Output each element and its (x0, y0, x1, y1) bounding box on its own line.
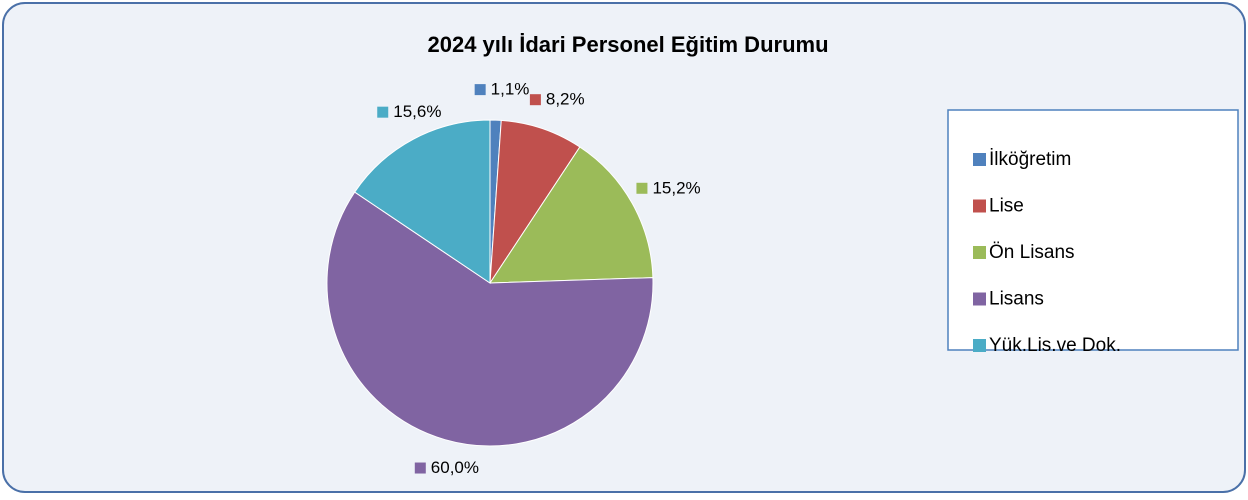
legend-label: Lise (989, 196, 1024, 217)
label-key (474, 84, 486, 96)
data-label: 15,2% (652, 178, 700, 197)
legend-key (973, 199, 986, 213)
data-label: 1,1% (491, 80, 530, 99)
label-key (377, 106, 389, 118)
legend-key (973, 292, 986, 306)
legend-label: İlköğretim (989, 149, 1071, 170)
legend-key (973, 246, 986, 259)
label-key (414, 462, 426, 474)
data-label: 60,0% (431, 458, 479, 477)
legend-label: Lisans (989, 289, 1044, 310)
chart-title: 2024 yılı İdari Personel Eğitim Durumu (427, 32, 828, 57)
data-label: 15,6% (393, 102, 441, 121)
label-key (636, 182, 648, 194)
legend-key (973, 339, 986, 352)
legend-label: Yük.Lis.ve Dok. (989, 335, 1121, 356)
legend-label: Ön Lisans (989, 242, 1075, 263)
pie-slice (489, 146, 654, 284)
pie-slice (326, 191, 654, 447)
pie-slice (354, 119, 491, 284)
legend-box (947, 109, 1239, 351)
data-label: 8,2% (546, 90, 585, 109)
label-key (529, 94, 541, 106)
legend-key (973, 153, 986, 166)
